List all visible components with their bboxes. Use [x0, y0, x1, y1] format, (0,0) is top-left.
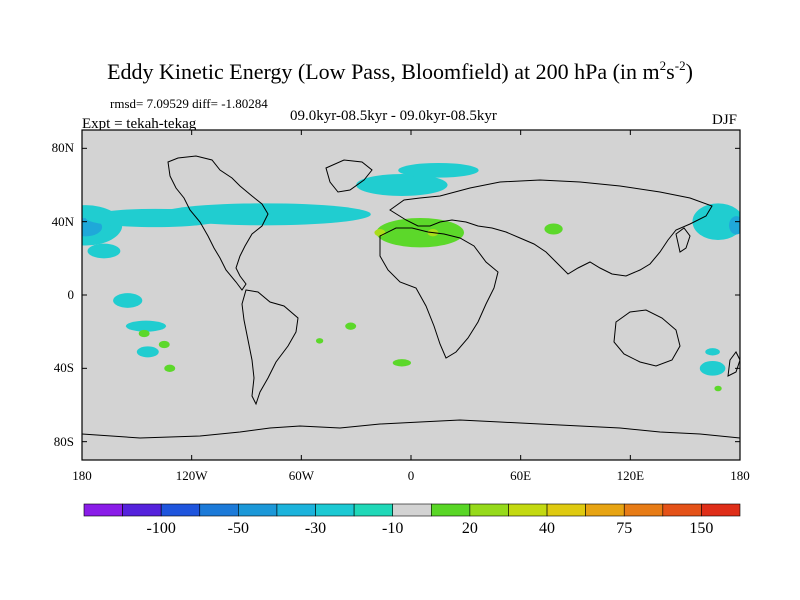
- colorbar-label: -30: [304, 520, 327, 537]
- colorbar-label: -10: [382, 520, 404, 537]
- period-text: 09.0kyr-08.5kyr - 09.0kyr-08.5kyr: [290, 108, 497, 124]
- colorbar-label: -100: [146, 520, 176, 537]
- lat-label: 80N: [51, 140, 74, 156]
- coastline-8: [82, 419, 740, 439]
- coastline-0: [167, 155, 269, 291]
- anomaly-austral-cyan-2: [699, 361, 726, 376]
- coastline-6: [675, 227, 691, 253]
- anomaly-satl-green-2: [315, 338, 324, 344]
- anomaly-natl-band: [158, 203, 371, 226]
- anomaly-npac-east-limb: [692, 203, 740, 240]
- anomaly-npac-south-lobe: [87, 243, 121, 259]
- experiment-text: Expt = tekah-tekag: [82, 116, 197, 132]
- anomaly-north-atlantic: [356, 174, 448, 196]
- anomaly-satl-green-3: [392, 359, 411, 367]
- colorbar-label: 75: [616, 520, 633, 537]
- colorbar-label: 20: [461, 520, 478, 537]
- coastline-5: [613, 309, 681, 367]
- anomaly-satl-green-1: [345, 322, 357, 330]
- lon-label: 60W: [288, 468, 314, 483]
- coastline-4: [379, 227, 499, 359]
- lat-label: 0: [67, 287, 75, 302]
- anomaly-trop-pac-2: [125, 320, 167, 332]
- anomaly-spac-cyan: [136, 346, 159, 358]
- coastline-7: [727, 351, 740, 377]
- lon-label: 120W: [175, 468, 208, 483]
- anomaly-trop-pac-1: [113, 293, 143, 308]
- lat-label: 80S: [53, 433, 74, 449]
- season-label: DJF: [712, 112, 738, 128]
- anomaly-mediterranean-core-1: [374, 229, 386, 237]
- lat-label: 40S: [53, 360, 74, 376]
- coastline-3: [389, 179, 713, 277]
- anomaly-austral-green: [714, 385, 722, 392]
- lon-label: 0: [407, 468, 415, 483]
- anomaly-spac-green-2: [158, 340, 170, 349]
- lon-label: 180: [72, 468, 92, 483]
- stats-text: rmsd= 7.09529 diff= -1.80284: [110, 96, 268, 111]
- coastline-1: [241, 289, 299, 406]
- colorbar-label: -50: [227, 520, 249, 537]
- lon-label: 120E: [616, 468, 645, 483]
- lon-label: 60E: [510, 468, 532, 483]
- anomaly-spac-green-1: [138, 329, 150, 338]
- colorbar-label: 150: [689, 520, 714, 537]
- anomaly-south-atlantic-blob: [544, 223, 563, 235]
- anomaly-npac-east-core: [729, 216, 740, 235]
- anomaly-europe: [398, 163, 479, 178]
- anomaly-austral-cyan-1: [705, 348, 720, 356]
- coastline-2: [325, 159, 373, 193]
- lon-label: 180: [730, 468, 750, 483]
- chart-title: Eddy Kinetic Energy (Low Pass, Bloomfiel…: [107, 58, 693, 84]
- colorbar-label: 40: [539, 520, 556, 537]
- anomaly-mediterranean: [376, 218, 465, 248]
- lat-label: 40N: [51, 213, 74, 229]
- anomaly-spac-green-3: [164, 364, 176, 373]
